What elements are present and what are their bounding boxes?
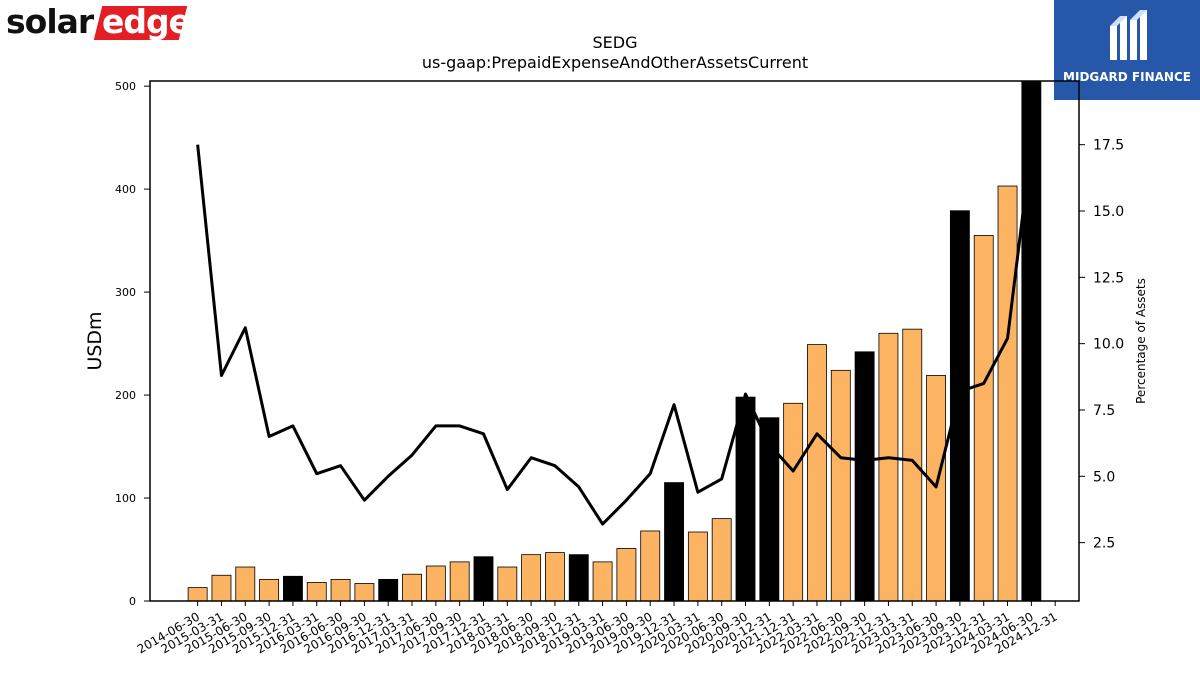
y-axis-label: USDm (84, 311, 106, 370)
bar (211, 574, 232, 602)
bar (664, 482, 684, 602)
bar (449, 561, 470, 602)
midgard-mark-icon (1110, 10, 1147, 60)
y-tick-label: 300 (115, 286, 136, 299)
bar (259, 578, 280, 602)
y-tick-label: 200 (115, 389, 136, 402)
bar (830, 369, 851, 602)
plot-frame (149, 80, 1080, 602)
chart-subtitle: us-gaap:PrepaidExpenseAndOtherAssetsCurr… (422, 53, 808, 72)
y2-tick-label: 17.5 (1093, 138, 1124, 154)
logo-brand-text: MIDGARD FINANCE (1063, 70, 1191, 84)
bar (878, 332, 899, 602)
bar (854, 351, 875, 602)
bar (711, 518, 732, 602)
y2-tick-label: 12.5 (1093, 270, 1124, 286)
bar (902, 328, 923, 602)
bar (949, 210, 970, 602)
y2-tick-label: 5.0 (1093, 469, 1115, 485)
bar (235, 566, 256, 602)
bar (521, 554, 542, 602)
bar (187, 587, 208, 602)
y-tick-label: 500 (115, 80, 136, 93)
bar (640, 530, 661, 602)
bar (1021, 80, 1042, 602)
y-tick-label: 100 (115, 492, 136, 505)
bar (973, 235, 994, 602)
chart-title: SEDG (593, 33, 638, 52)
bar (282, 575, 303, 602)
bar (616, 548, 637, 602)
y2-tick-label: 15.0 (1093, 204, 1124, 220)
bar (497, 566, 518, 602)
bar (568, 554, 589, 602)
bar (354, 583, 375, 602)
midgard-finance-logo: MIDGARD FINANCE (1054, 0, 1200, 100)
bar (807, 344, 827, 602)
y2-tick-label: 7.5 (1093, 403, 1115, 419)
y2-axis-label: Percentage of Assets (1134, 278, 1148, 404)
bar (997, 185, 1018, 602)
line-series (196, 144, 1033, 526)
bar (378, 578, 399, 602)
bar (592, 561, 613, 602)
bar (687, 531, 708, 602)
bar (545, 552, 565, 602)
logo-text-edge: edge (102, 2, 191, 41)
bar (735, 396, 756, 602)
logo-text-solar: solar (6, 2, 94, 41)
bar (783, 402, 804, 602)
y-tick-label: 400 (115, 183, 136, 196)
y2-tick-label: 10.0 (1093, 337, 1124, 353)
bar (306, 582, 327, 602)
bar (473, 556, 494, 602)
y2-tick-label: 2.5 (1093, 536, 1115, 552)
bar (402, 573, 422, 602)
y-tick-label: 0 (129, 595, 136, 608)
bar (425, 565, 446, 602)
bar (330, 578, 351, 602)
